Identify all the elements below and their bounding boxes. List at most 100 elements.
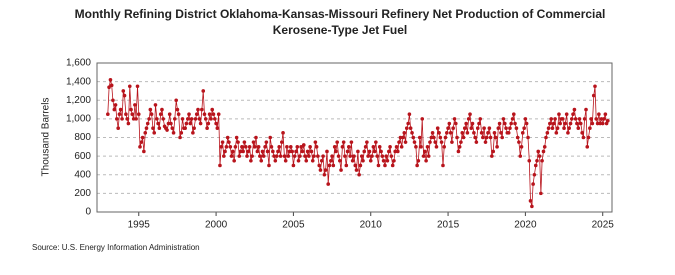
data-point — [504, 126, 508, 130]
data-point — [510, 117, 515, 121]
data-point — [272, 154, 276, 158]
data-point — [416, 158, 421, 163]
y-axis-label: Thousand Barrels — [41, 98, 52, 177]
data-point — [148, 107, 153, 112]
data-point — [434, 145, 439, 149]
data-point — [294, 149, 298, 154]
data-point — [151, 126, 155, 130]
data-point — [184, 121, 189, 126]
data-point — [377, 145, 382, 149]
data-point — [493, 135, 498, 140]
data-point — [567, 126, 571, 130]
data-point — [412, 140, 417, 144]
data-point — [580, 131, 584, 135]
data-point — [214, 121, 218, 126]
data-point — [261, 154, 266, 158]
data-point — [588, 126, 592, 130]
data-point — [398, 135, 403, 140]
data-point — [108, 77, 113, 82]
data-point — [370, 154, 374, 158]
data-point — [280, 140, 284, 144]
data-point — [572, 107, 577, 112]
data-point — [143, 131, 148, 135]
data-point — [599, 117, 604, 121]
data-point — [568, 121, 573, 126]
data-point — [194, 112, 199, 117]
data-point — [285, 145, 289, 149]
data-point — [126, 121, 131, 126]
data-point — [185, 117, 190, 121]
data-point — [238, 149, 243, 154]
data-point — [313, 140, 318, 144]
data-point — [251, 140, 256, 144]
data-point — [562, 126, 566, 130]
data-point — [256, 145, 261, 149]
y-tick-label: 1,000 — [66, 114, 91, 125]
data-point — [376, 163, 381, 168]
data-point — [200, 107, 204, 112]
data-point — [250, 154, 254, 158]
data-point — [475, 126, 480, 130]
data-point — [350, 158, 355, 163]
data-point — [166, 121, 171, 126]
data-point — [167, 112, 172, 117]
data-point — [319, 158, 324, 163]
data-point — [419, 145, 423, 149]
data-point — [411, 135, 416, 140]
data-point — [509, 121, 513, 126]
data-point — [478, 117, 483, 121]
data-point — [277, 145, 281, 149]
data-point — [308, 145, 312, 149]
data-point — [515, 135, 520, 140]
data-point — [276, 149, 280, 154]
data-point — [343, 154, 347, 158]
data-point — [188, 121, 193, 126]
data-point — [372, 149, 377, 154]
data-point — [425, 145, 430, 149]
data-point — [383, 163, 387, 168]
data-point — [130, 112, 135, 117]
data-point — [202, 112, 207, 117]
data-point — [287, 149, 292, 154]
x-tick-label: 1995 — [128, 220, 151, 231]
data-point — [571, 112, 575, 117]
data-point — [359, 154, 364, 158]
y-tick-label: 1,400 — [66, 76, 91, 87]
data-point — [593, 84, 597, 89]
data-point — [117, 112, 122, 117]
data-point — [207, 112, 212, 117]
data-point — [174, 98, 178, 103]
data-point — [161, 117, 165, 121]
data-point — [564, 112, 569, 117]
data-point — [528, 199, 533, 203]
data-point — [481, 135, 485, 140]
data-point — [222, 154, 226, 158]
data-point — [165, 128, 169, 132]
data-point — [600, 121, 605, 126]
data-point — [264, 140, 269, 144]
data-point — [361, 158, 365, 163]
data-point — [260, 149, 265, 154]
data-point — [346, 145, 351, 149]
data-point — [170, 126, 175, 130]
data-point — [140, 135, 145, 140]
data-point — [288, 145, 293, 149]
data-point — [216, 112, 221, 117]
data-point — [396, 149, 400, 154]
data-point — [263, 145, 267, 149]
x-tick-label: 2000 — [205, 220, 228, 231]
data-point — [506, 131, 511, 135]
data-point — [575, 121, 579, 126]
data-point — [345, 149, 350, 154]
x-tick-label: 2010 — [360, 220, 383, 231]
data-point — [446, 126, 450, 130]
data-point — [517, 140, 521, 144]
data-point — [138, 145, 142, 149]
data-point — [112, 107, 117, 112]
data-point — [316, 154, 320, 158]
data-point — [366, 154, 370, 158]
data-point — [482, 126, 486, 130]
data-point — [495, 145, 499, 149]
data-point — [129, 107, 133, 112]
data-point — [390, 163, 395, 168]
